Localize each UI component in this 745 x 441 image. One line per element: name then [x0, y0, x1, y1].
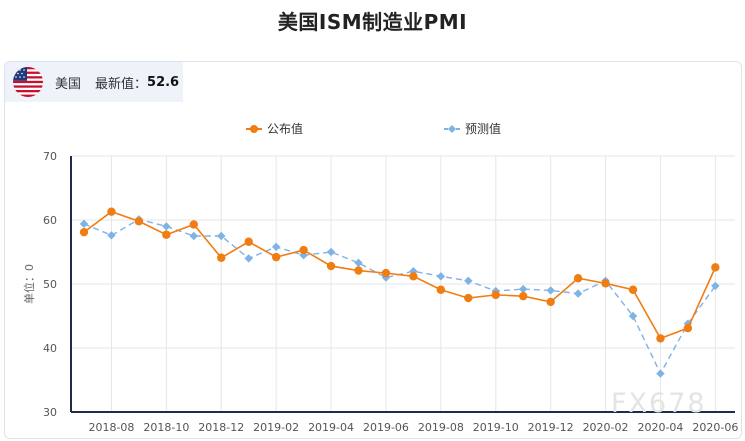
published-point [409, 272, 418, 281]
published-point [683, 323, 693, 333]
published-point [546, 297, 555, 307]
y-tick-label: 60 [43, 214, 57, 227]
published-series-line [83, 210, 717, 340]
legend-published-label: 公布值 [267, 121, 303, 136]
forecast-point [464, 276, 473, 285]
x-tick-label: 2018-08 [88, 421, 134, 434]
x-tick-label: 2019-06 [363, 421, 409, 434]
forecast-point [217, 231, 226, 241]
published-point [628, 285, 638, 294]
watermark: FX678 [611, 388, 707, 419]
x-tick-label: 2019-10 [473, 421, 519, 434]
y-tick-label: 70 [43, 150, 57, 163]
forecast-point [711, 281, 720, 291]
published-point [381, 268, 391, 278]
y-tick-label: 40 [43, 342, 57, 355]
published-point [326, 261, 336, 271]
x-tick-label: 2018-10 [143, 421, 189, 434]
forecast-point [656, 369, 665, 378]
x-tick-label: 2019-12 [528, 421, 574, 434]
published-point [656, 334, 665, 343]
legend-forecast-label: 预测值 [465, 121, 501, 136]
us-flag-icon [13, 67, 43, 97]
published-point [491, 290, 500, 300]
published-point [573, 274, 583, 283]
y-tick-label: 30 [43, 406, 57, 419]
forecast-point [189, 231, 198, 241]
x-tick-label: 2019-08 [418, 421, 464, 434]
published-point [299, 245, 308, 255]
published-point [601, 279, 610, 288]
country-name: 美国 [55, 76, 82, 92]
forecast-point [519, 284, 528, 294]
published-point [107, 207, 116, 216]
latest-value: 52.6 [147, 74, 180, 90]
published-point [189, 220, 198, 229]
country-summary-bar: 美国 最新值： 52.6 [5, 62, 183, 102]
legend-forecast-marker [448, 125, 456, 133]
published-point [436, 285, 446, 294]
latest-value-label: 最新值： [95, 76, 148, 92]
x-tick-label: 2020-06 [692, 421, 738, 434]
forecast-series-line [83, 218, 716, 376]
x-tick-label: 2019-02 [253, 421, 299, 434]
forecast-point [79, 219, 89, 229]
published-point [162, 230, 171, 239]
forecast-point [326, 247, 336, 257]
published-point [711, 263, 720, 272]
published-point [519, 291, 528, 301]
published-point [217, 253, 226, 262]
forecast-point [628, 311, 638, 321]
forecast-point [162, 222, 171, 231]
y-axis-label: 单位：0 [22, 264, 36, 304]
forecast-point [354, 258, 363, 268]
x-tick-label: 2020-02 [583, 421, 629, 434]
forecast-point [244, 254, 253, 263]
forecast-point [546, 286, 555, 295]
legend-published-marker [250, 125, 258, 133]
published-point [244, 237, 253, 246]
published-point [79, 227, 89, 237]
x-tick-label: 2019-04 [308, 421, 354, 434]
published-point [271, 252, 281, 262]
x-tick-label: 2018-12 [198, 421, 244, 434]
published-point [354, 266, 363, 275]
forecast-point [107, 231, 116, 240]
published-point [134, 217, 144, 226]
forecast-point [573, 289, 583, 298]
forecast-point [271, 242, 281, 252]
page-title: 美国ISM制造业PMI [277, 10, 468, 34]
forecast-point [436, 272, 446, 281]
x-tick-label: 2020-04 [637, 421, 683, 434]
chart-card [4, 61, 742, 439]
published-point [464, 293, 473, 303]
y-tick-label: 50 [43, 278, 57, 291]
